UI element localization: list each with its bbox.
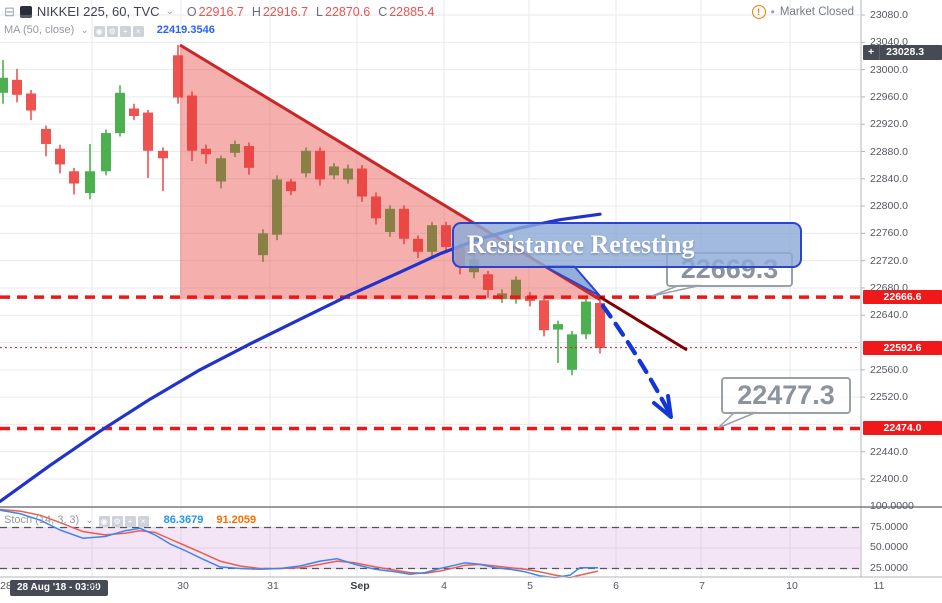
price-axis[interactable]: + 23028.3 22666.6 22592.6 22474.0 23080.…: [862, 0, 942, 577]
high-label: H: [251, 4, 261, 19]
stoch-tick-label: 25.0000: [870, 561, 908, 574]
price-tick-label: 22440.0: [870, 445, 908, 458]
resistance-retesting-annotation[interactable]: Resistance Retesting: [452, 222, 802, 268]
low-value: 22870.6: [325, 4, 371, 19]
time-tick-label: 28: [0, 580, 12, 592]
stoch-tick-label: 75.0000: [870, 520, 908, 533]
price-tick-label: 22720.0: [870, 254, 908, 267]
price-tick-label: 22400.0: [870, 473, 908, 485]
low-label: L: [316, 4, 323, 19]
stoch-legend: Stoch (14, 3, 3) ⌄ ◉ ⚙ + × 86.3679 91.2059: [4, 511, 256, 529]
support-price-callout[interactable]: 22477.3: [721, 377, 851, 414]
price-tick-label: 22840.0: [870, 172, 908, 185]
support-price-badge: 22474.0: [863, 421, 942, 435]
chevron-down-icon[interactable]: ⌄: [80, 24, 89, 36]
time-tick-label: 10: [786, 580, 798, 592]
time-tick-label: 30: [177, 580, 189, 592]
stoch-tick-label: 50.0000: [870, 541, 908, 553]
visibility-icon[interactable]: ◉: [98, 516, 110, 527]
crosshair-time-badge: 28 Aug '18 - 03:00: [10, 580, 108, 596]
time-axis[interactable]: 28 Aug '18 - 03:00 28 29 30 31 Sep 4 5 6 7 10 11: [0, 577, 942, 603]
price-tick-label: 22800.0: [870, 200, 908, 213]
stoch-tick-label: 100.0000: [870, 500, 914, 512]
time-tick-label: 29: [87, 580, 99, 592]
add-indicator-icon[interactable]: +: [119, 26, 131, 37]
warning-icon: !: [751, 5, 766, 19]
last-price-badge: 22592.6: [863, 341, 942, 355]
visibility-icon[interactable]: ◉: [93, 26, 105, 37]
stoch-d-value: 91.2059: [216, 514, 257, 526]
symbol-legend: ⊟ NIKKEI 225, 60, TVC ⌄ O 22916.7 H 22916.…: [4, 4, 434, 19]
ohlc-readout: O 22916.7 H 22916.7 L 22870.6 C 22885.4: [187, 5, 435, 19]
remove-indicator-icon[interactable]: ×: [137, 516, 149, 527]
close-label: C: [378, 4, 388, 19]
add-indicator-icon[interactable]: +: [124, 516, 136, 527]
ma-value: 22419.3546: [156, 24, 215, 36]
open-label: O: [186, 4, 197, 19]
ma-indicator-label[interactable]: MA (50, close): [4, 24, 75, 36]
stoch-k-value: 86.3679: [163, 514, 204, 526]
time-tick-label: 5: [527, 580, 533, 592]
status-dot-icon: •: [770, 5, 775, 19]
settings-icon[interactable]: ⚙: [106, 26, 118, 37]
remove-indicator-icon[interactable]: ×: [132, 26, 144, 37]
price-tick-label: 22640.0: [870, 309, 908, 322]
time-tick-label: Sep: [350, 580, 370, 592]
settings-icon[interactable]: ⚙: [111, 516, 123, 527]
price-tick-label: 22680.0: [870, 281, 908, 294]
price-tick-label: 23040.0: [870, 36, 908, 49]
symbol-title[interactable]: NIKKEI 225, 60, TVC: [36, 4, 160, 19]
time-tick-label: 7: [699, 580, 705, 592]
chevron-down-icon[interactable]: ⌄: [165, 6, 174, 17]
open-value: 22916.7: [198, 4, 244, 19]
chevron-down-icon[interactable]: ⌄: [85, 514, 94, 526]
instrument-logo: [19, 5, 32, 18]
price-tick-label: 23000.0: [870, 63, 908, 76]
time-tick-label: 4: [441, 580, 447, 592]
crosshair-price-value: 23028.3: [886, 46, 925, 58]
time-tick-label: 11: [873, 580, 885, 592]
price-tick-label: 22960.0: [870, 90, 908, 103]
market-status-text: Market Closed: [779, 6, 854, 18]
time-tick-label: 31: [267, 580, 279, 592]
price-tick-label: 22520.0: [870, 391, 908, 404]
price-tick-label: 23080.0: [870, 9, 908, 21]
ma-legend: MA (50, close) ⌄ ◉ ⚙ + × 22419.3546: [4, 21, 215, 39]
stoch-indicator-label[interactable]: Stoch (14, 3, 3): [4, 514, 80, 526]
price-tick-label: 22760.0: [870, 227, 908, 240]
price-tick-label: 22560.0: [870, 363, 908, 376]
time-tick-label: 6: [613, 580, 619, 592]
price-tick-label: 22920.0: [870, 118, 908, 131]
crosshair-price-badge: + 23028.3: [863, 45, 942, 60]
add-alert-icon[interactable]: +: [863, 45, 881, 60]
close-value: 22885.4: [389, 4, 435, 19]
resistance-price-badge: 22666.6: [863, 290, 942, 304]
price-tick-label: 22880.0: [870, 145, 908, 158]
collapse-pane-icon[interactable]: ⊟: [4, 4, 15, 19]
market-status: ! • Market Closed: [751, 5, 854, 19]
high-value: 22916.7: [262, 4, 309, 19]
